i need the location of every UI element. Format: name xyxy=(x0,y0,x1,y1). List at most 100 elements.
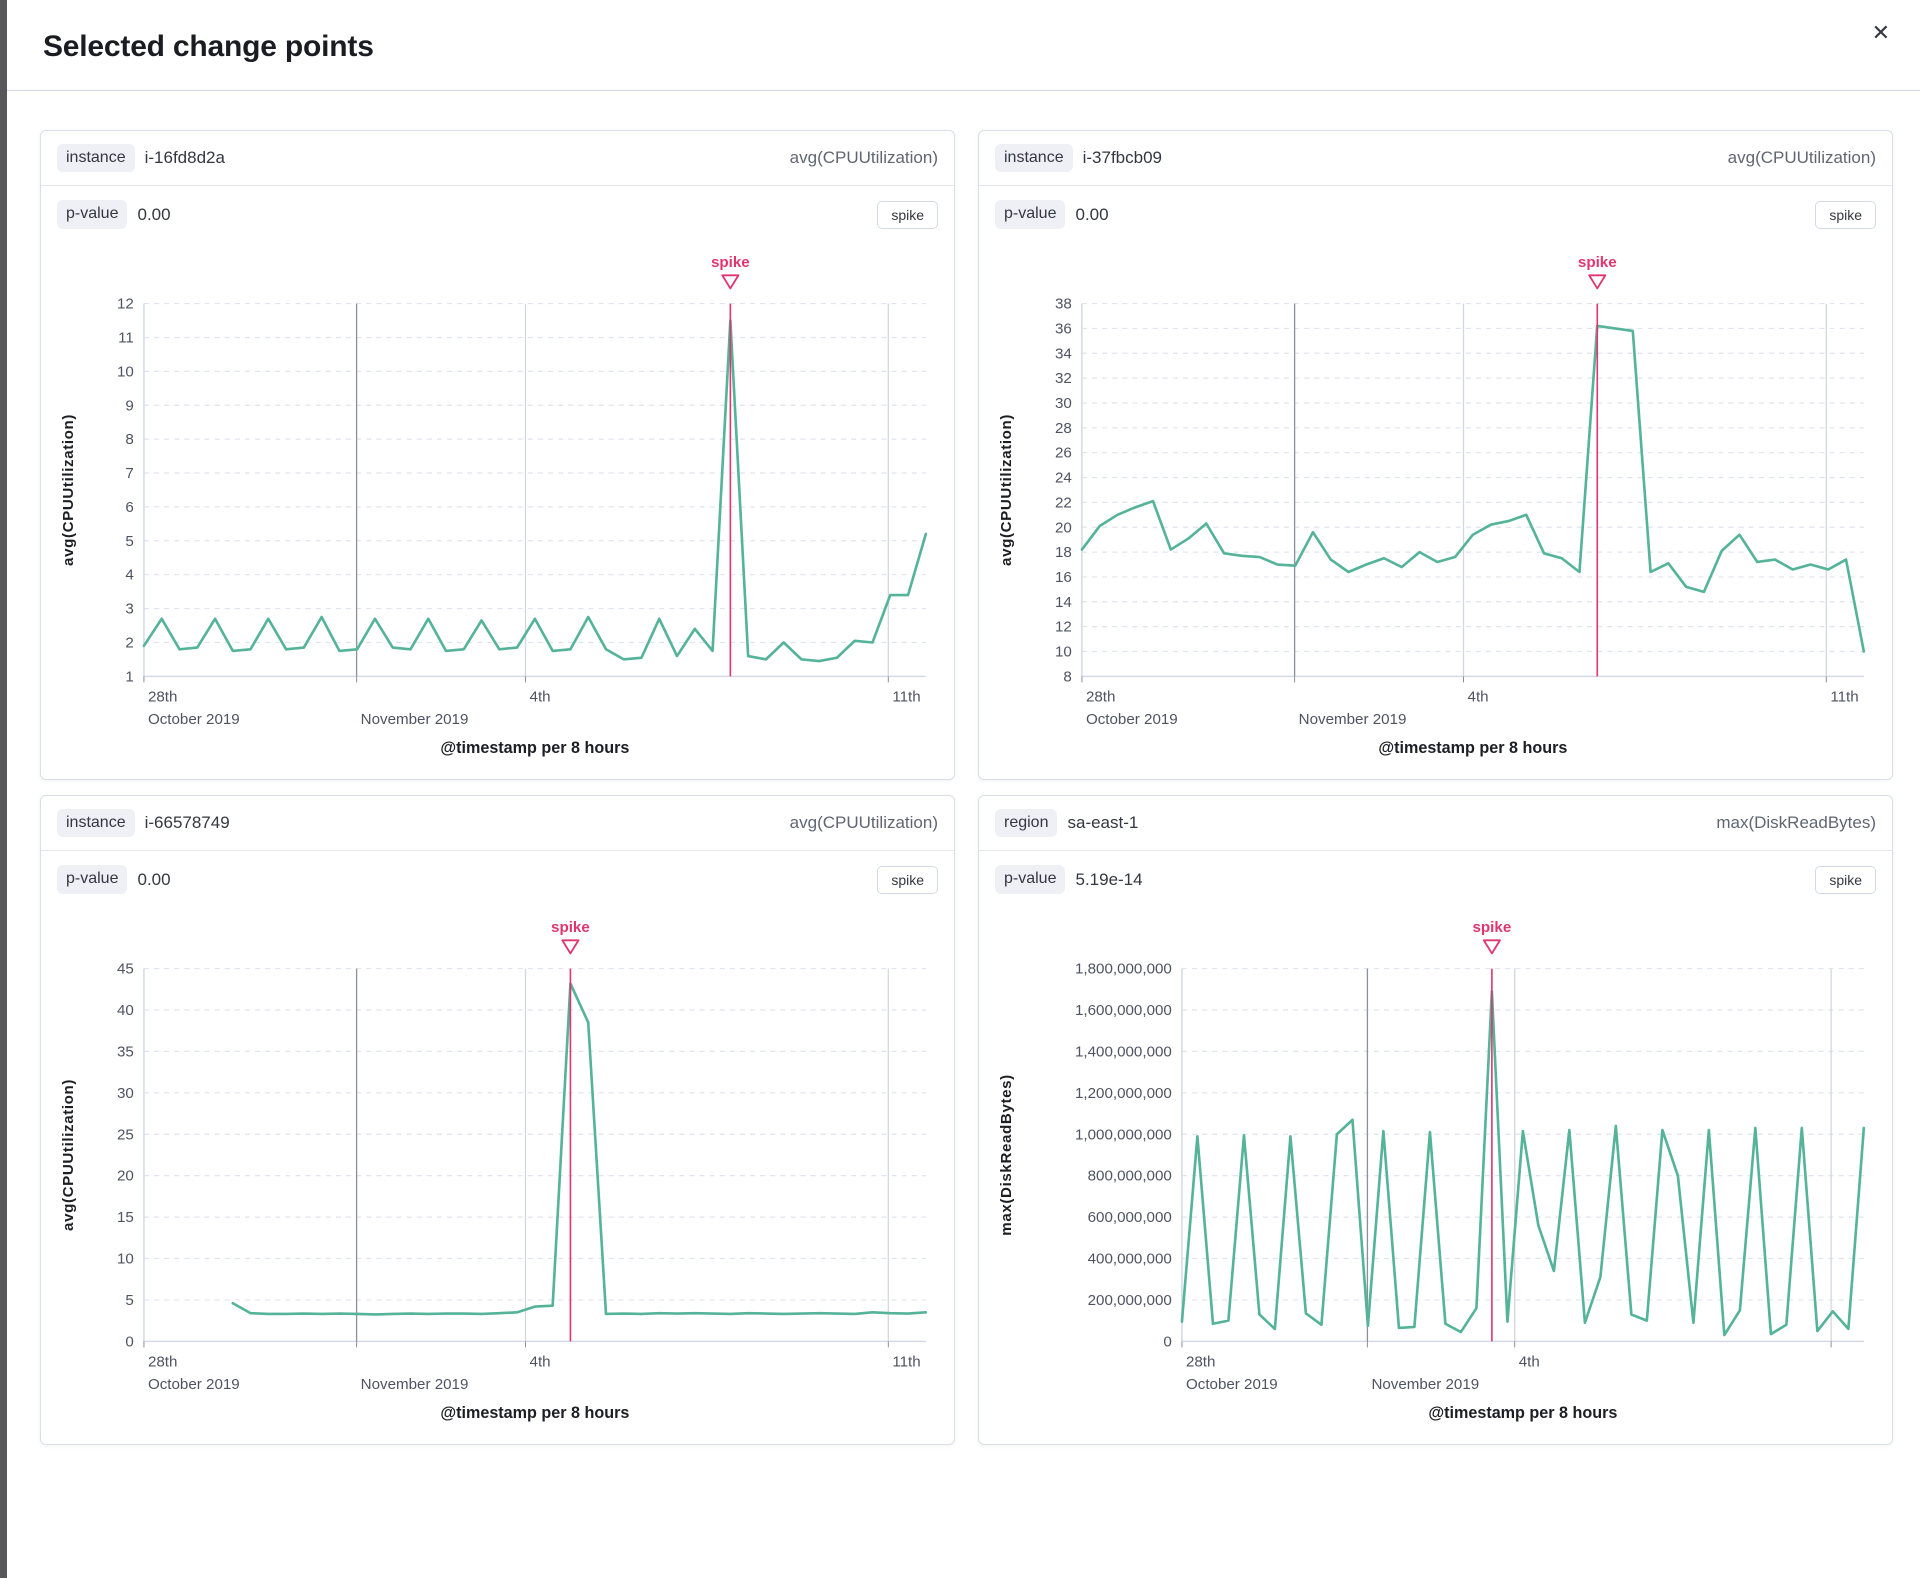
y-tick-label: 35 xyxy=(117,1043,134,1060)
x-tick-month-label: November 2019 xyxy=(1371,1376,1479,1393)
pvalue-value: 0.00 xyxy=(137,204,171,224)
y-tick-label: 200,000,000 xyxy=(1088,1292,1172,1309)
y-tick-label: 36 xyxy=(1055,320,1072,337)
y-tick-label: 25 xyxy=(117,1126,134,1143)
y-tick-label: 14 xyxy=(1055,594,1072,611)
y-tick-label: 22 xyxy=(1055,494,1072,511)
y-tick-label: 11 xyxy=(118,329,134,346)
y-tick-label: 1,200,000,000 xyxy=(1075,1085,1172,1102)
y-tick-label: 6 xyxy=(125,499,133,516)
y-tick-label: 24 xyxy=(1055,469,1072,486)
metric-label: max(DiskReadBytes) xyxy=(1716,813,1876,833)
y-tick-label: 30 xyxy=(1055,395,1072,412)
field-value: i-37fbcb09 xyxy=(1082,148,1162,168)
y-tick-label: 0 xyxy=(1163,1333,1171,1350)
change-point-card: instance i-66578749 avg(CPUUtilization) … xyxy=(40,795,955,1446)
y-tick-label: 32 xyxy=(1055,370,1072,387)
x-tick-label: 4th xyxy=(530,688,551,705)
y-tick-label: 7 xyxy=(125,465,133,482)
field-name-badge: instance xyxy=(995,144,1073,173)
cards-grid: instance i-16fd8d2a avg(CPUUtilization) … xyxy=(7,91,1920,1446)
y-axis-title: avg(CPUUtilization) xyxy=(998,414,1015,566)
modal-header: Selected change points ✕ xyxy=(7,0,1920,91)
y-tick-label: 2 xyxy=(125,634,133,651)
change-point-marker-icon xyxy=(1588,274,1607,290)
y-tick-label: 5 xyxy=(125,1292,133,1309)
field-name-badge: instance xyxy=(57,809,135,838)
y-tick-label: 8 xyxy=(1063,668,1071,685)
series-line xyxy=(231,982,928,1316)
pvalue-value: 0.00 xyxy=(137,869,171,889)
y-tick-label: 3 xyxy=(125,600,133,617)
y-tick-label: 12 xyxy=(1055,618,1072,635)
y-tick-label: 400,000,000 xyxy=(1088,1250,1172,1267)
metric-label: avg(CPUUtilization) xyxy=(789,813,938,833)
series-line xyxy=(142,319,928,663)
metric-label: avg(CPUUtilization) xyxy=(789,148,938,168)
x-tick-label: 11th xyxy=(892,688,920,705)
change-type-button[interactable]: spike xyxy=(1815,200,1876,229)
change-point-marker-icon xyxy=(1482,939,1501,955)
x-tick-label: 28th xyxy=(148,688,177,705)
y-tick-label: 1,600,000,000 xyxy=(1075,1002,1172,1019)
y-axis-title: avg(CPUUtilization) xyxy=(60,1079,77,1231)
close-icon[interactable]: ✕ xyxy=(1866,16,1896,50)
x-axis-title: @timestamp per 8 hours xyxy=(440,739,629,757)
pvalue-row: p-value 5.19e-14 spike xyxy=(979,851,1892,901)
x-tick-label: 28th xyxy=(148,1353,177,1370)
change-point-marker-icon xyxy=(561,939,580,955)
series-line xyxy=(1180,989,1866,1337)
x-tick-label: 4th xyxy=(1519,1353,1540,1370)
x-tick-month-label: October 2019 xyxy=(148,711,240,728)
pvalue-badge: p-value xyxy=(57,865,128,894)
change-point-label: spike xyxy=(551,919,590,936)
chart-wrap: 8 10 12 14 16 18 20 22 24 26 28 30 32 34 36 38 28th Octob… xyxy=(979,237,1892,779)
pvalue-value: 5.19e-14 xyxy=(1075,869,1143,889)
x-tick-month-label: November 2019 xyxy=(361,711,469,728)
y-tick-label: 1 xyxy=(125,668,133,685)
chart-wrap: 0 5 10 15 20 25 30 35 40 45 28th October 2019 Novemb… xyxy=(41,902,954,1444)
x-tick-month-label: October 2019 xyxy=(148,1376,240,1393)
x-tick-month-label: October 2019 xyxy=(1186,1376,1278,1393)
field-name-badge: region xyxy=(995,809,1058,838)
y-tick-label: 30 xyxy=(117,1085,134,1102)
x-axis-title: @timestamp per 8 hours xyxy=(440,1404,629,1422)
y-tick-label: 20 xyxy=(1055,519,1072,536)
y-tick-label: 600,000,000 xyxy=(1088,1209,1172,1226)
y-tick-label: 4 xyxy=(125,567,133,584)
change-type-button[interactable]: spike xyxy=(1815,865,1876,894)
y-tick-label: 16 xyxy=(1055,569,1072,586)
y-tick-label: 40 xyxy=(117,1002,134,1019)
metric-label: avg(CPUUtilization) xyxy=(1727,148,1876,168)
x-tick-month-label: November 2019 xyxy=(1299,711,1407,728)
change-point-chart[interactable]: 0 5 10 15 20 25 30 35 40 45 28th October 2019 Novemb… xyxy=(53,912,942,1432)
field-name-badge: instance xyxy=(57,144,135,173)
page-title: Selected change points xyxy=(43,30,374,63)
x-tick-label: 11th xyxy=(892,1353,920,1370)
change-point-chart[interactable]: 8 10 12 14 16 18 20 22 24 26 28 30 32 34 36 38 28th Octob… xyxy=(991,247,1880,767)
x-tick-month-label: November 2019 xyxy=(361,1376,469,1393)
pvalue-row: p-value 0.00 spike xyxy=(41,851,954,901)
y-tick-label: 5 xyxy=(125,533,133,550)
y-tick-label: 45 xyxy=(117,960,134,977)
card-header: instance i-66578749 avg(CPUUtilization) xyxy=(41,796,954,852)
change-point-chart[interactable]: 0 200,000,000 400,000,000 600,000,000 800,00… xyxy=(991,912,1880,1432)
pvalue-row: p-value 0.00 spike xyxy=(41,186,954,236)
change-point-card: instance i-37fbcb09 avg(CPUUtilization) … xyxy=(978,130,1893,781)
x-axis-title: @timestamp per 8 hours xyxy=(1428,1404,1617,1422)
chart-wrap: 0 200,000,000 400,000,000 600,000,000 800,00… xyxy=(979,902,1892,1444)
y-tick-label: 800,000,000 xyxy=(1088,1168,1172,1185)
field-value: sa-east-1 xyxy=(1067,813,1139,833)
change-type-button[interactable]: spike xyxy=(877,200,938,229)
change-type-button[interactable]: spike xyxy=(877,865,938,894)
y-tick-label: 34 xyxy=(1055,345,1072,362)
card-header: instance i-37fbcb09 avg(CPUUtilization) xyxy=(979,131,1892,187)
card-header: region sa-east-1 max(DiskReadBytes) xyxy=(979,796,1892,852)
pvalue-badge: p-value xyxy=(57,200,128,229)
y-axis-title: avg(CPUUtilization) xyxy=(60,414,77,566)
x-axis-title: @timestamp per 8 hours xyxy=(1378,739,1567,757)
y-tick-label: 26 xyxy=(1055,445,1072,462)
chart-wrap: 1 2 3 4 5 6 7 8 9 10 11 12 28th October 2019 November … xyxy=(41,237,954,779)
card-header: instance i-16fd8d2a avg(CPUUtilization) xyxy=(41,131,954,187)
